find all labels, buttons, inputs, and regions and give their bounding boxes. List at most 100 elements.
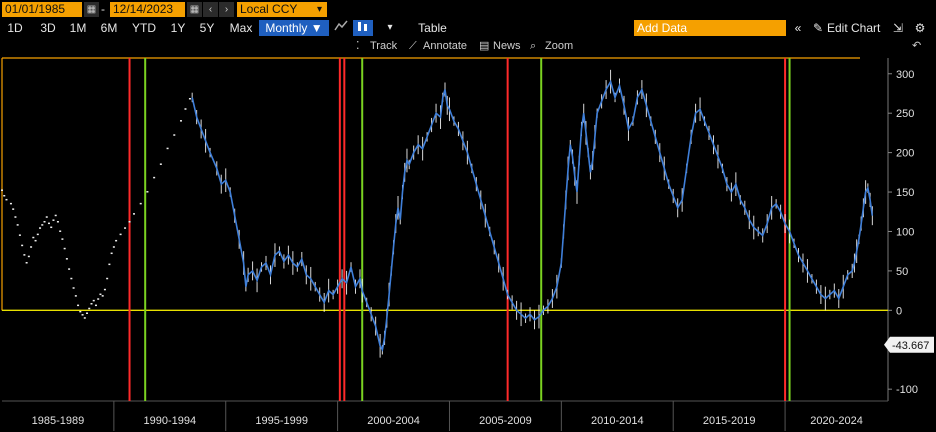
early-data-point xyxy=(30,246,33,248)
early-data-point xyxy=(128,221,131,223)
early-data-point xyxy=(81,314,84,316)
line-chart-icon[interactable] xyxy=(333,20,349,36)
annotate-button[interactable]: Annotate xyxy=(423,40,468,52)
early-data-point xyxy=(41,224,44,226)
early-data-point xyxy=(146,191,149,193)
track-icon[interactable]: ⁚ xyxy=(356,40,360,52)
y-tick-label: 200 xyxy=(896,148,914,160)
early-data-point xyxy=(184,108,187,110)
early-data-point xyxy=(3,194,6,197)
add-data-input[interactable]: Add Data xyxy=(634,20,786,36)
early-data-point xyxy=(153,176,156,179)
early-data-point xyxy=(115,239,118,242)
period-button-6m[interactable]: 6M xyxy=(100,21,118,35)
y-tick-label: -100 xyxy=(896,384,918,396)
period-button-ytd[interactable]: YTD xyxy=(132,21,156,35)
x-tick-label: 2000-2004 xyxy=(367,415,420,427)
early-data-point xyxy=(70,277,73,280)
calendar-icon[interactable]: ▦ xyxy=(84,2,99,17)
early-data-point xyxy=(188,98,191,100)
early-data-point xyxy=(52,219,55,221)
period-button-3d[interactable]: 3D xyxy=(40,21,56,35)
early-data-point xyxy=(101,295,104,297)
date-separator: - xyxy=(101,2,105,16)
undo-icon[interactable]: ↶ xyxy=(912,40,922,52)
x-tick-label: 2010-2014 xyxy=(591,415,644,427)
y-tick-label: 150 xyxy=(896,187,914,199)
news-icon[interactable]: ▤ xyxy=(479,40,490,52)
y-tick-label: 0 xyxy=(896,305,902,317)
last-value-tag: -43.667 xyxy=(884,336,934,353)
y-tick-label: 100 xyxy=(896,226,914,238)
early-data-point xyxy=(9,202,12,205)
annotate-icon[interactable]: ⟋ xyxy=(409,40,417,52)
early-data-point xyxy=(86,312,89,314)
early-data-point xyxy=(108,263,111,266)
early-data-point xyxy=(68,268,71,270)
early-data-point xyxy=(32,236,35,239)
early-data-point xyxy=(79,310,82,313)
currency-select[interactable]: Local CCY xyxy=(237,2,312,17)
early-data-point xyxy=(72,287,75,289)
gear-icon[interactable]: ⚙ xyxy=(914,21,926,35)
period-button-1m[interactable]: 1M xyxy=(69,21,87,35)
early-data-point xyxy=(61,238,64,240)
y-axis: 300 250 200 150 100 50 0 -100 xyxy=(888,69,918,396)
early-data-point xyxy=(47,222,50,225)
chevron-down-icon[interactable]: ▾ xyxy=(387,22,393,33)
export-icon[interactable]: ⇲ xyxy=(892,21,904,35)
early-data-point xyxy=(50,226,53,229)
early-data-point xyxy=(16,224,19,226)
early-data-point xyxy=(166,147,169,150)
early-data-point xyxy=(77,304,80,307)
early-data-point xyxy=(97,298,100,300)
period-button-5y[interactable]: 5Y xyxy=(199,21,215,35)
end-date-input[interactable]: 12/14/2023 xyxy=(110,2,185,17)
early-data-point xyxy=(39,227,42,229)
bar-chart-icon[interactable] xyxy=(353,20,373,36)
early-data-point xyxy=(173,134,176,136)
early-data-point xyxy=(1,189,3,191)
annotation-toolbar: ⁚ Track ⟋ Annotate ▤ News ⌕ Zoom ↶ ↷ xyxy=(0,37,936,55)
period-button-1y[interactable]: 1Y xyxy=(170,21,186,35)
chevron-down-icon[interactable]: ▾ xyxy=(312,2,327,17)
early-data-point xyxy=(27,255,30,258)
early-data-point xyxy=(59,230,62,232)
table-button[interactable]: Table xyxy=(418,21,447,35)
chevron-right-icon[interactable]: › xyxy=(219,2,234,17)
period-button-max[interactable]: Max xyxy=(229,21,253,35)
track-button[interactable]: Track xyxy=(370,40,398,52)
early-data-point xyxy=(18,234,21,236)
edit-chart-button[interactable]: Edit Chart xyxy=(827,21,881,35)
early-data-point xyxy=(110,252,113,255)
news-button[interactable]: News xyxy=(493,40,521,52)
zoom-icon[interactable]: ⌕ xyxy=(530,40,537,52)
early-data-point xyxy=(90,303,93,305)
early-data-point xyxy=(63,247,66,250)
date-toolbar: 01/01/1985 ▦ - 12/14/2023 ▦ ‹ › Local CC… xyxy=(0,0,936,19)
chevron-left-icon[interactable]: ‹ xyxy=(203,2,218,17)
early-data-point xyxy=(43,221,46,223)
early-data-point xyxy=(34,239,37,242)
price-series xyxy=(1,69,874,358)
x-tick-label: 2015-2019 xyxy=(703,415,756,427)
early-data-point xyxy=(133,213,136,215)
early-data-point xyxy=(106,277,109,280)
early-data-point xyxy=(74,295,77,297)
early-data-point xyxy=(159,163,162,165)
early-data-point xyxy=(112,246,115,248)
chart: 300 250 200 150 100 50 0 -100 1985-1989 1990-199… xyxy=(1,57,934,431)
early-data-point xyxy=(21,244,24,247)
zoom-button[interactable]: Zoom xyxy=(545,40,574,52)
frequency-select[interactable]: Monthly ▼ xyxy=(259,20,329,36)
start-date-input[interactable]: 01/01/1985 xyxy=(2,2,82,17)
period-button-1d[interactable]: 1D xyxy=(7,21,23,35)
double-chevron-left-icon[interactable]: « xyxy=(794,21,802,35)
early-data-point xyxy=(5,198,8,201)
y-tick-label: 250 xyxy=(896,108,914,120)
pencil-icon[interactable]: ✎ xyxy=(812,21,824,35)
period-toolbar: 1D 3D 1M 6M YTD 1Y 5Y Max Monthly ▼ ▾ Table Add… xyxy=(0,19,936,37)
last-value-label: -43.667 xyxy=(892,340,929,352)
x-tick-label: 1985-1989 xyxy=(32,415,85,427)
calendar-icon[interactable]: ▦ xyxy=(187,2,202,17)
